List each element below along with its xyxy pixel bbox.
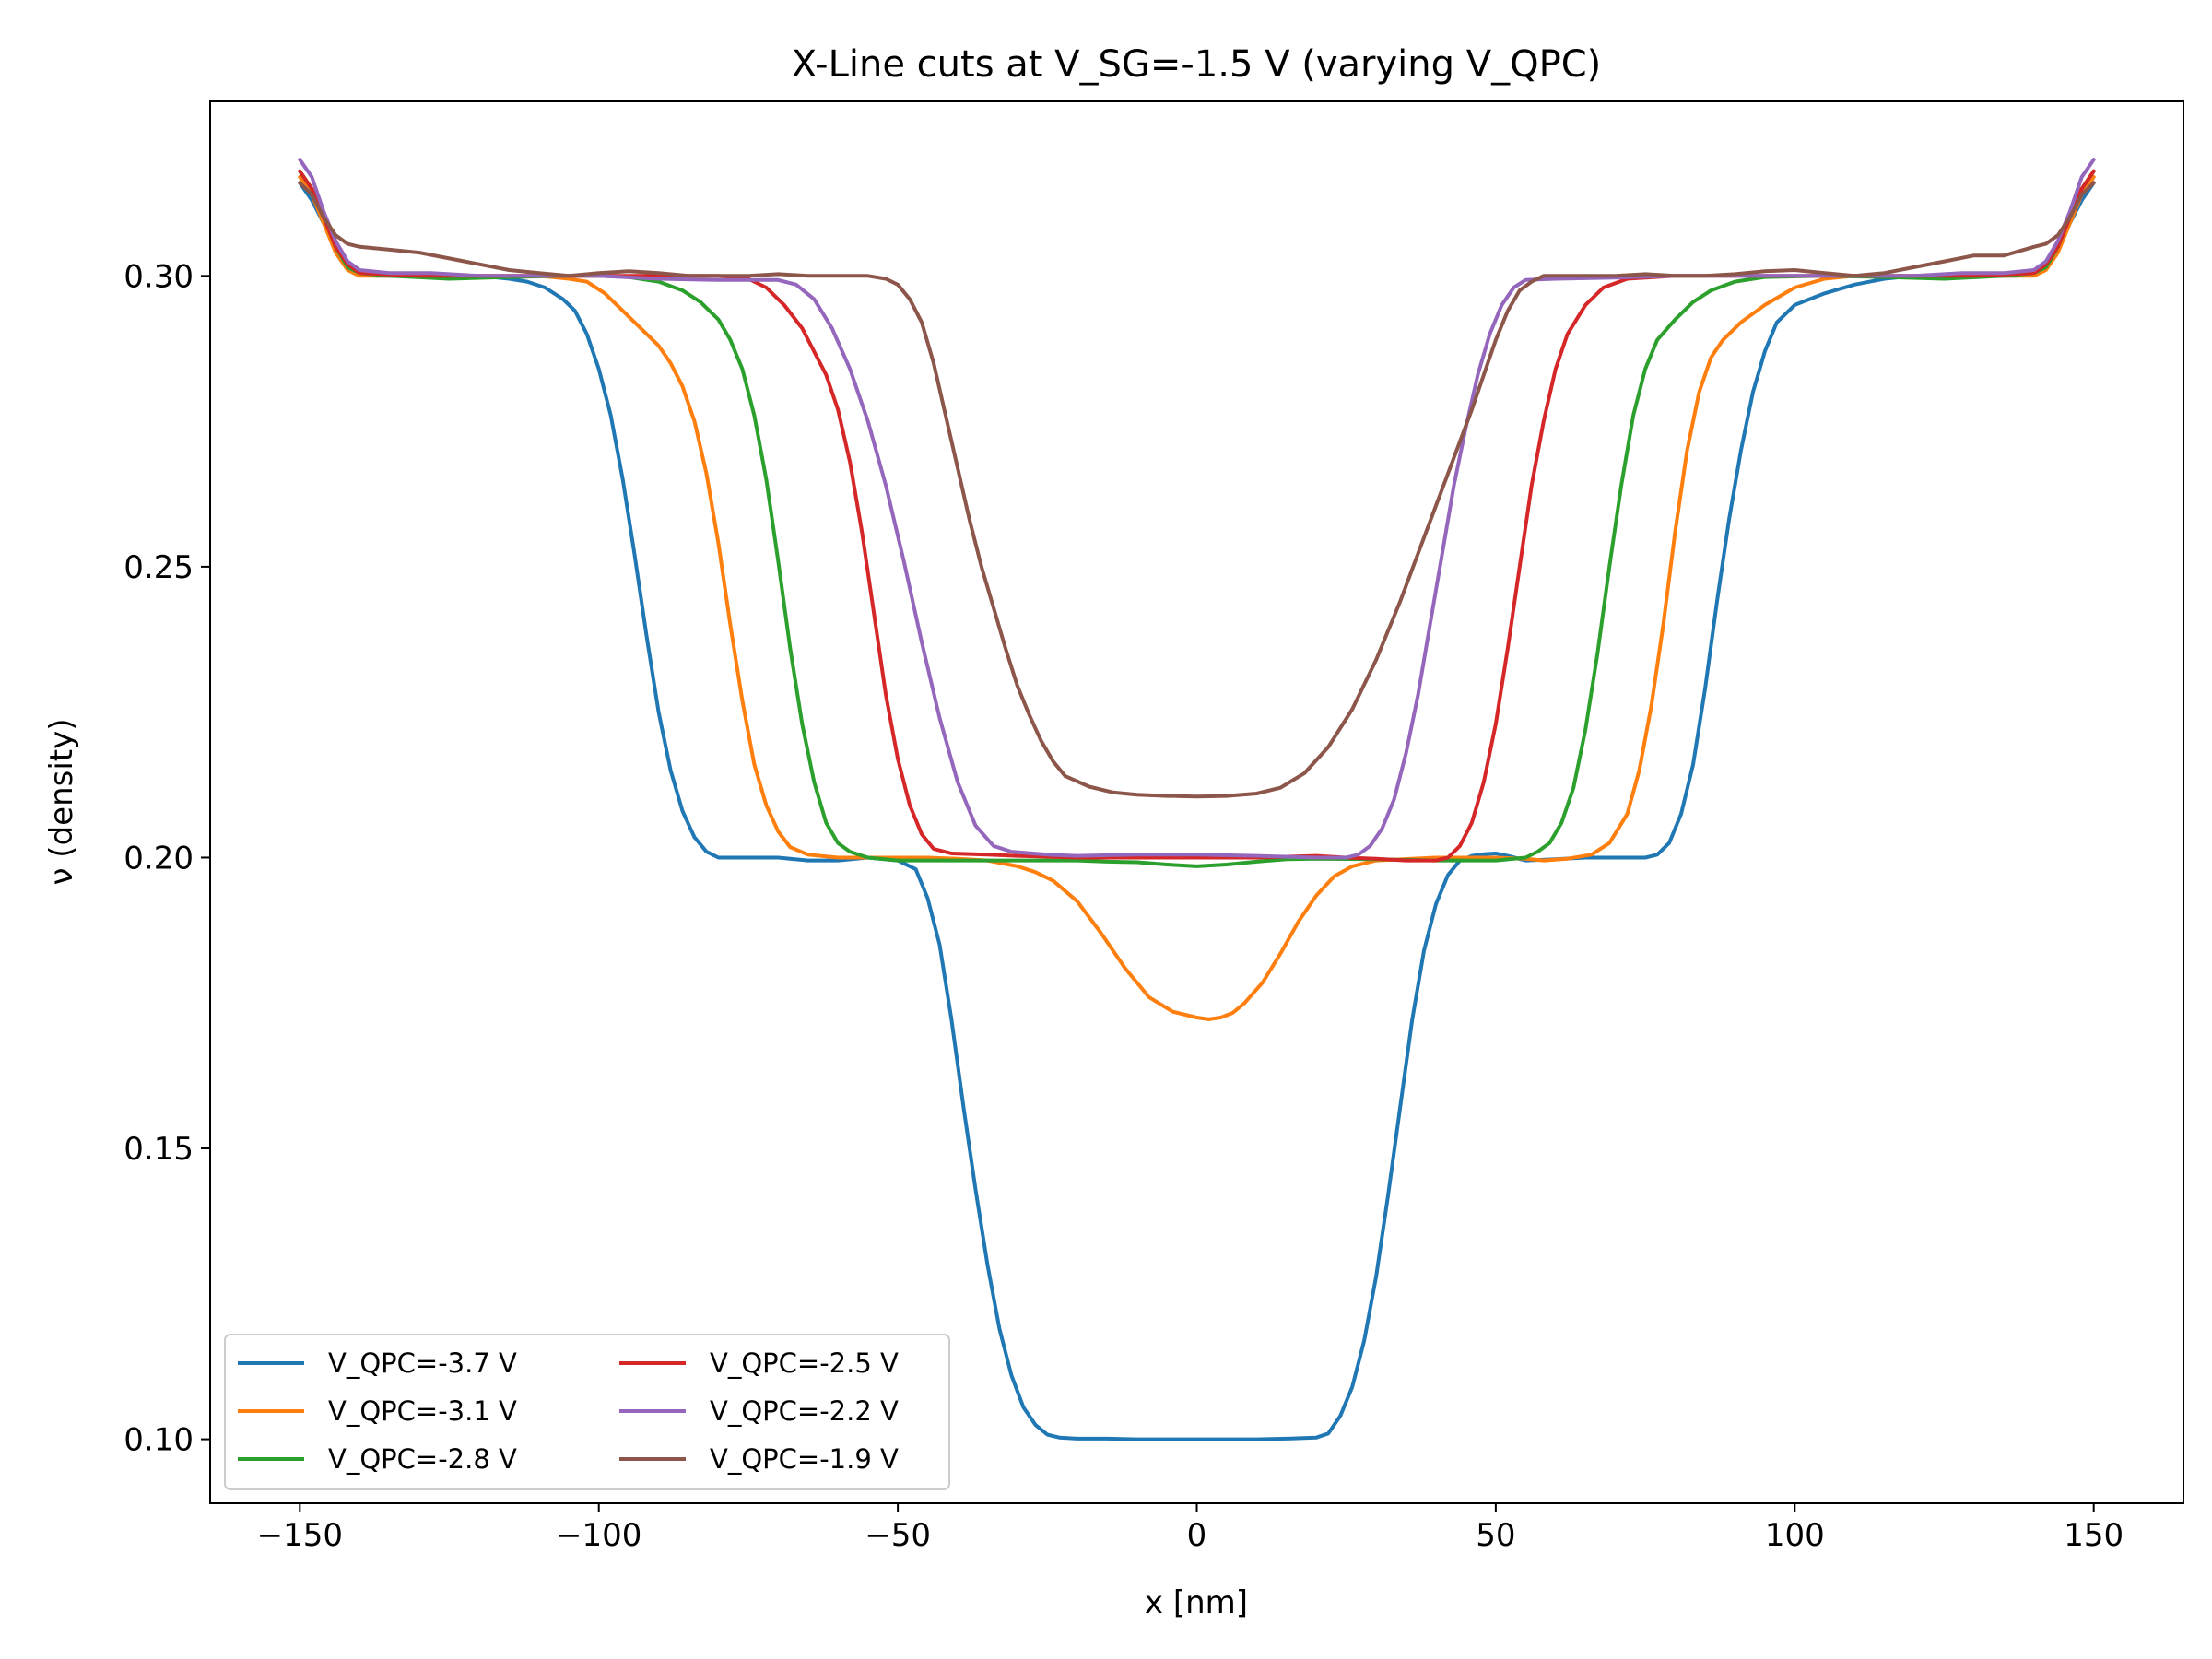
y-tick-label: 0.10 (124, 1422, 194, 1459)
x-axis-label: x [nm] (1145, 1584, 1248, 1621)
y-tick-label: 0.30 (124, 258, 194, 295)
series-line-4 (298, 158, 2096, 860)
legend-label-2: V_QPC=-2.8 V (328, 1443, 517, 1475)
y-tick-label: 0.25 (124, 549, 194, 586)
legend-label-3: V_QPC=-2.5 V (710, 1347, 899, 1379)
series-line-0 (298, 181, 2096, 1441)
x-tick-label: −50 (865, 1517, 931, 1554)
series-layer (298, 158, 2096, 1441)
legend-label-5: V_QPC=-1.9 V (710, 1443, 899, 1475)
legend: V_QPC=-3.7 V V_QPC=-3.1 V V_QPC=-2.8 V V_QP… (224, 1334, 950, 1490)
legend-label-1: V_QPC=-3.1 V (328, 1395, 517, 1427)
series-line-1 (298, 175, 2096, 1021)
y-tick-label: 0.15 (124, 1131, 194, 1168)
y-axis-label: ν (density) (43, 719, 80, 886)
legend-frame (224, 1334, 950, 1490)
y-axis: 0.10 0.15 0.20 0.25 0.30 (124, 258, 210, 1459)
x-tick-label: 150 (2064, 1517, 2124, 1554)
x-tick-label: 100 (1765, 1517, 1825, 1554)
x-tick-label: −100 (556, 1517, 641, 1554)
series-line-5 (298, 181, 2096, 799)
x-tick-label: −150 (257, 1517, 343, 1554)
legend-label-4: V_QPC=-2.2 V (710, 1395, 899, 1427)
legend-label-0: V_QPC=-3.7 V (328, 1347, 517, 1379)
y-tick-label: 0.20 (124, 840, 194, 877)
chart-title: X-Line cuts at V_SG=-1.5 V (varying V_QP… (792, 43, 1602, 86)
x-tick-label: 50 (1476, 1517, 1515, 1554)
x-axis: −150 −100 −50 0 50 100 150 (257, 1503, 2124, 1554)
x-tick-label: 0 (1187, 1517, 1207, 1554)
